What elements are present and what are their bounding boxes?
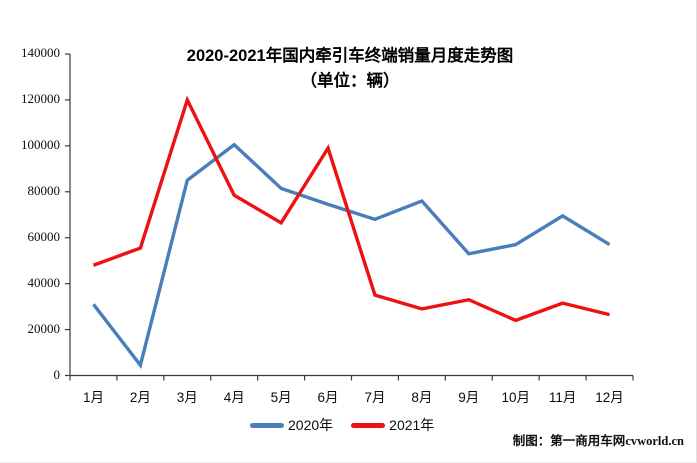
x-axis-tick-label: 10月 [501,389,530,405]
x-axis-tick-label: 3月 [176,389,198,405]
y-axis-tick-labels: 0 20000 40000 60000 80000 100000 120000 140000 [0,0,60,462]
legend-item[interactable]: 2021年 [351,415,434,435]
y-axis-tick-label: 140000 [21,45,60,60]
credit-domain: cvworld.cn [625,434,684,448]
x-axis-tick-label: 9月 [458,389,480,405]
x-axis-tick-label: 4月 [223,389,245,405]
x-axis-tick-label: 8月 [411,389,433,405]
y-axis-tick-label: 0 [53,366,61,382]
legend-swatch-icon [351,422,386,428]
chart-legend: 2020年 2021年 [250,415,434,435]
legend-item[interactable]: 2020年 [250,415,333,435]
legend-swatch-icon [250,422,284,428]
x-axis-tick-label: 5月 [270,389,292,405]
legend-label: 2021年 [389,417,435,433]
y-axis-tick-label: 100000 [21,136,60,152]
y-axis-tick-label: 20000 [27,320,61,336]
y-axis-tick-label: 120000 [21,90,60,106]
y-axis-tick-label: 60000 [27,228,61,244]
chart-title: 2020-2021年国内牵引车终端销量月度走势图 [186,47,514,65]
x-axis-tick-label: 12月 [595,389,624,405]
x-axis-tick-label: 7月 [364,389,386,405]
series-line-2021年 [92,95,610,323]
credit-prefix: 制图：第一商用车网 [512,434,626,448]
series-lines [92,95,611,369]
x-axis-tick-label: 11月 [548,389,577,405]
series-line-2020年 [92,142,611,369]
x-axis-tick-label: 6月 [317,389,339,405]
y-axis-ticks [65,53,70,377]
chart-subtitle: （单位：辆） [300,72,400,90]
legend-label: 2020年 [288,417,334,433]
credit-attribution: 制图：第一商用车网cvworld.cn [513,430,684,449]
y-axis-tick-label: 40000 [27,274,61,290]
x-axis-tick-label: 2月 [129,389,151,405]
x-axis-tick-label: 1月 [82,389,104,405]
y-axis-tick-label: 80000 [27,182,61,198]
x-axis-ticks [69,375,634,381]
